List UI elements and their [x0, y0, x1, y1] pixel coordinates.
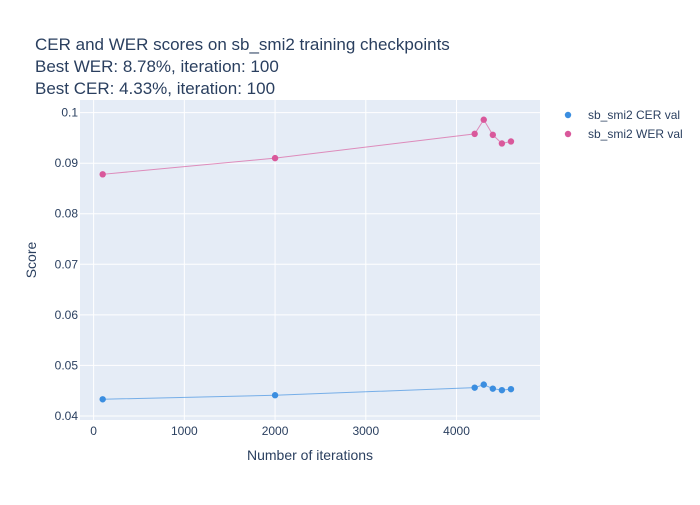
legend-marker — [564, 111, 572, 119]
chart-subtitle-best-wer: Best WER: 8.78%, iteration: 100 — [35, 57, 279, 76]
y-tick-label: 0.05 — [55, 358, 79, 372]
data-point — [271, 392, 279, 399]
x-tick-label: 0 — [90, 424, 97, 438]
x-tick-label: 1000 — [171, 424, 198, 438]
data-point — [471, 130, 478, 138]
plot-area — [80, 100, 540, 420]
data-point — [498, 140, 506, 147]
x-tick-label: 3000 — [352, 424, 379, 438]
legend: sb_smi2 CER val sb_smi2 WER val — [564, 108, 683, 141]
y-tick-labels: 0.04 0.05 0.06 0.07 0.08 0.09 0.1 — [55, 106, 79, 423]
chart-title: CER and WER scores on sb_smi2 training c… — [35, 35, 450, 98]
x-axis-label: Number of iterations — [247, 447, 373, 463]
data-point — [498, 386, 506, 394]
y-tick-label: 0.07 — [55, 257, 79, 271]
y-tick-label: 0.06 — [55, 308, 79, 322]
legend-label: sb_smi2 CER val — [588, 108, 680, 122]
data-point — [480, 381, 487, 388]
series-wer — [99, 116, 515, 178]
data-point — [507, 138, 515, 145]
y-tick-label: 0.1 — [61, 106, 78, 120]
data-point — [489, 131, 497, 139]
data-point — [99, 171, 106, 178]
x-tick-label: 4000 — [443, 424, 470, 438]
data-point — [271, 154, 279, 162]
series-cer — [99, 381, 515, 403]
data-point — [480, 116, 487, 123]
legend-label: sb_smi2 WER val — [588, 127, 683, 141]
data-point — [489, 385, 497, 392]
y-tick-label: 0.04 — [55, 409, 79, 423]
x-tick-labels: 0 1000 2000 3000 4000 — [90, 424, 470, 438]
data-point — [507, 385, 515, 393]
y-tick-label: 0.08 — [55, 207, 79, 221]
y-tick-label: 0.09 — [55, 156, 79, 170]
series-layer — [99, 116, 515, 403]
chart-subtitle-best-cer: Best CER: 4.33%, iteration: 100 — [35, 79, 275, 98]
y-axis-label: Score — [23, 242, 39, 279]
data-point — [99, 396, 106, 403]
chart-title-line: CER and WER scores on sb_smi2 training c… — [35, 35, 450, 54]
x-gridlines — [93, 100, 458, 420]
legend-marker — [564, 130, 572, 138]
data-point — [471, 384, 478, 391]
x-tick-label: 2000 — [262, 424, 289, 438]
y-gridlines — [80, 112, 540, 417]
